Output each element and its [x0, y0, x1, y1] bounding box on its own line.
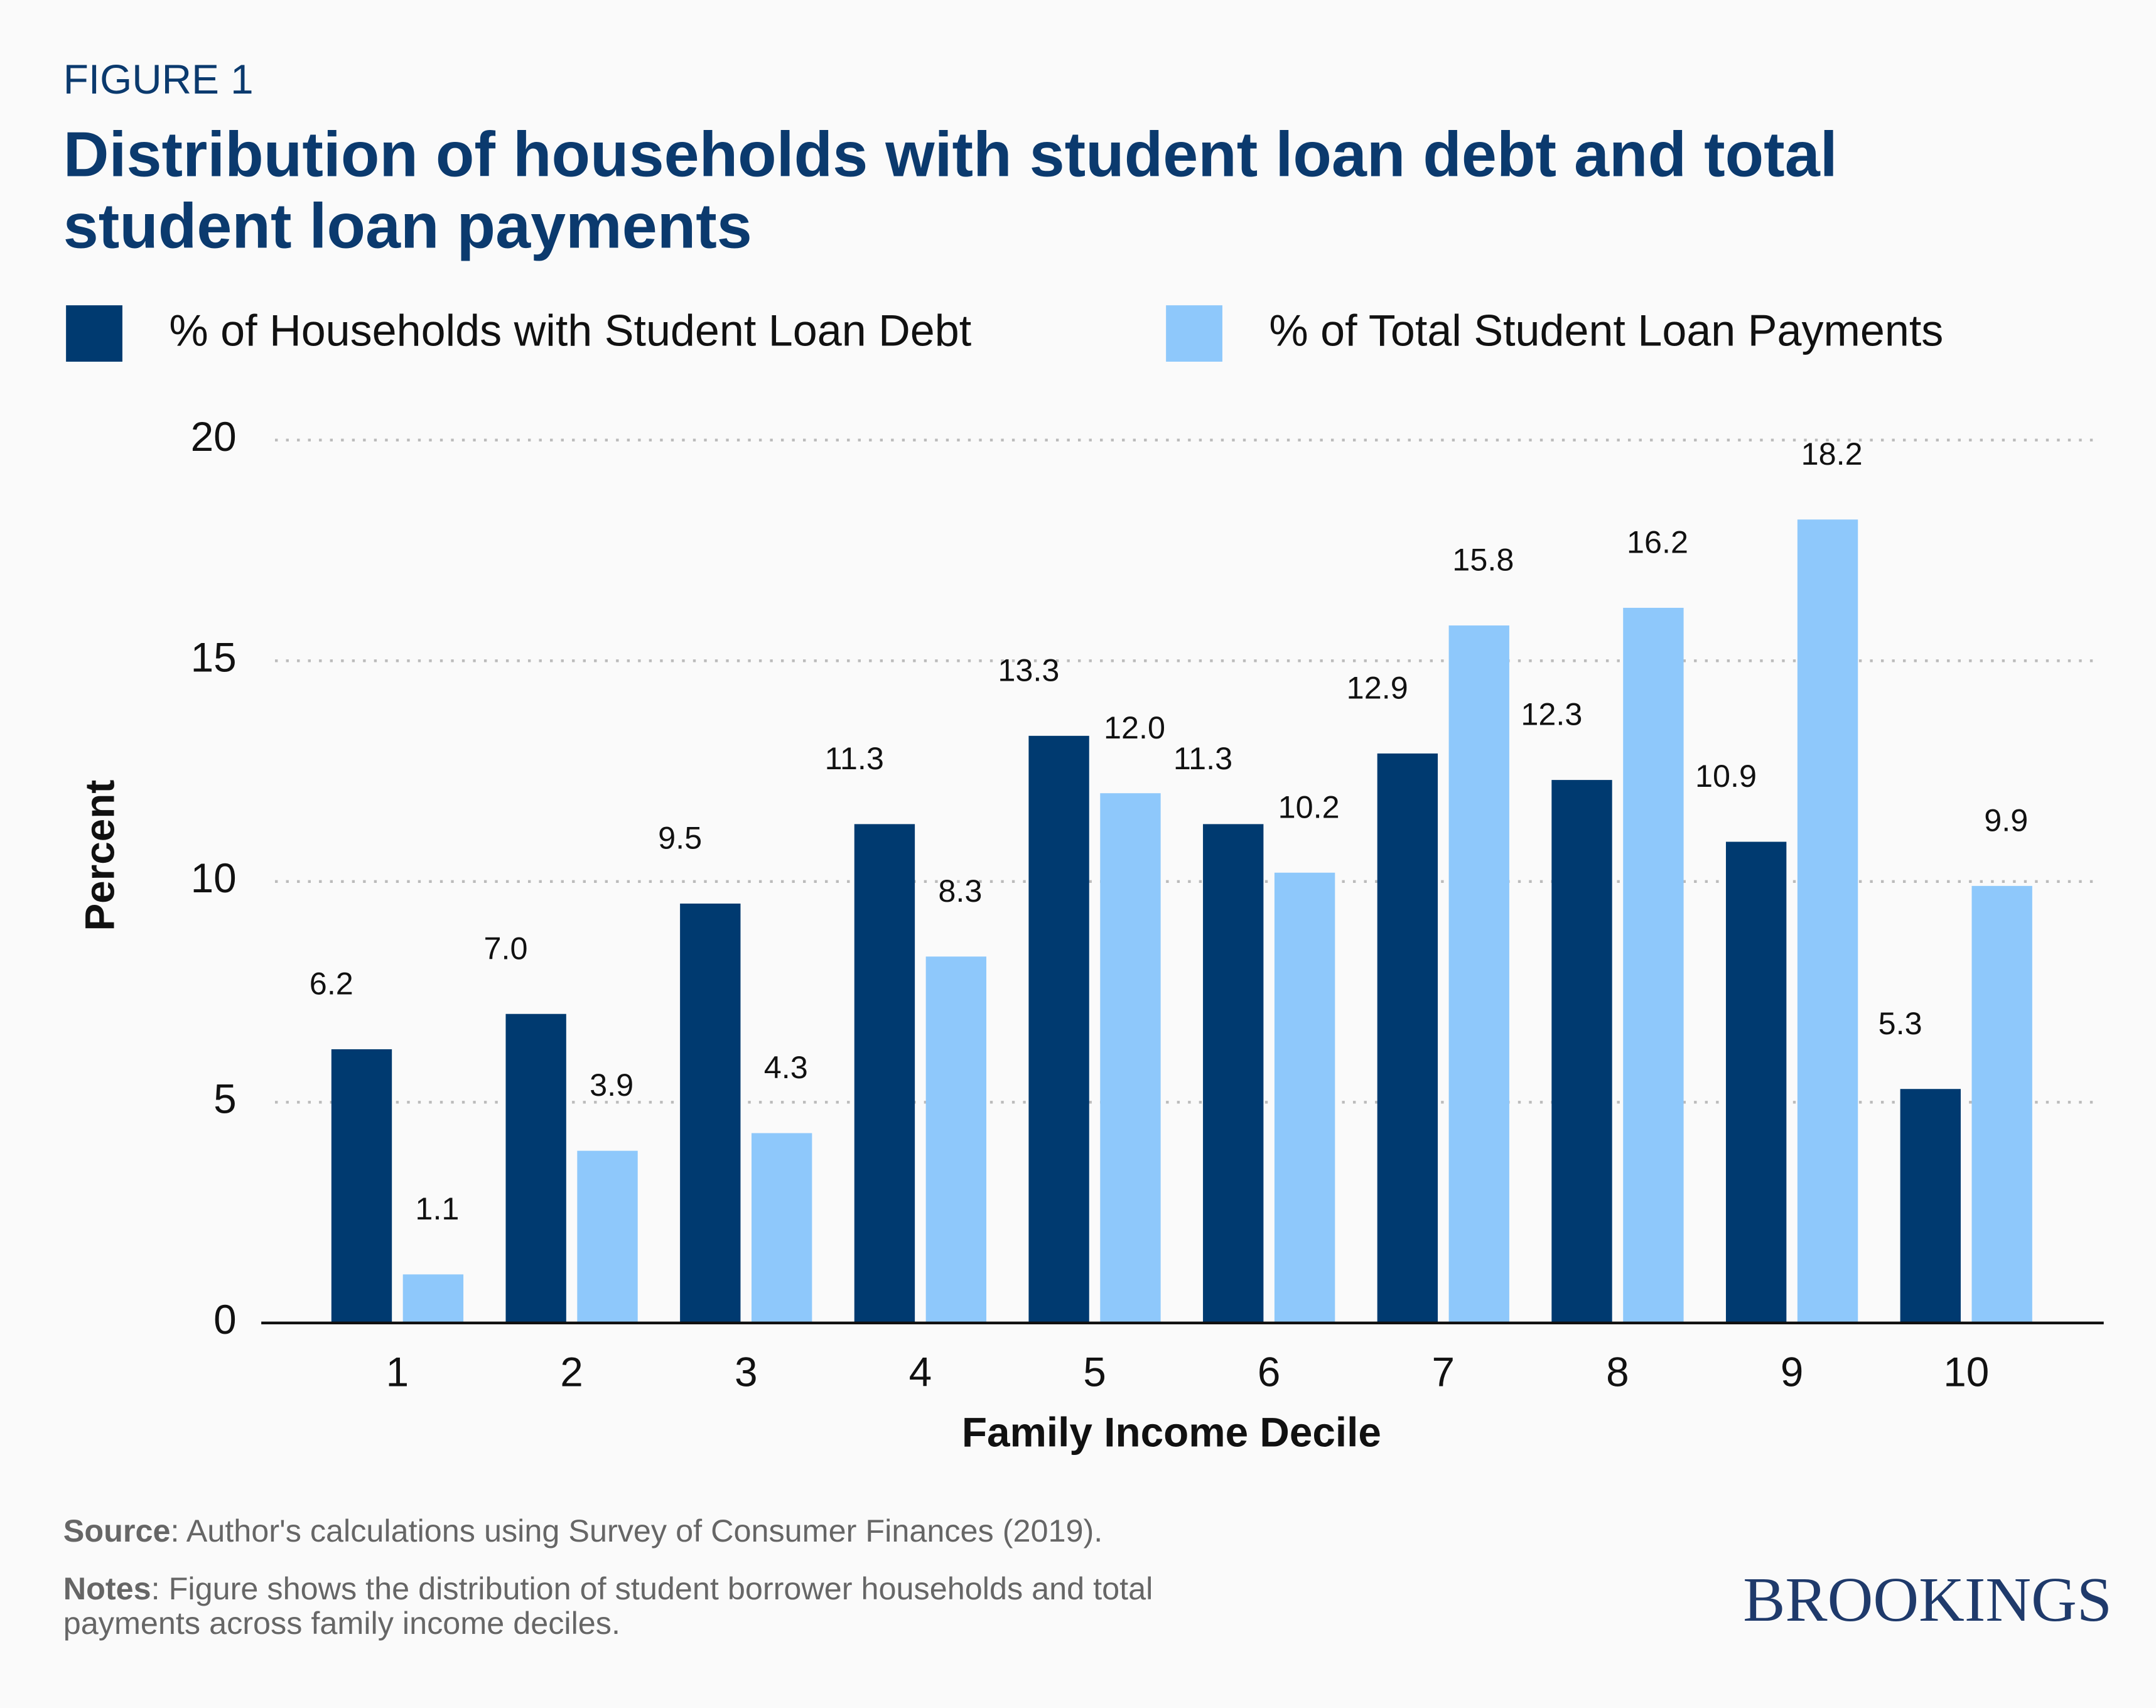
x-tick-label: 4 — [909, 1349, 932, 1395]
chart-title: student loan payments — [63, 192, 752, 262]
bar — [1971, 885, 2032, 1323]
bar — [1028, 735, 1089, 1323]
value-label: 10.2 — [1278, 789, 1340, 824]
notes-text: : Figure shows the distribution of stude… — [151, 1570, 1153, 1606]
value-label: 9.5 — [658, 820, 702, 856]
figure-label: FIGURE 1 — [63, 57, 254, 102]
x-tick-label: 5 — [1083, 1349, 1106, 1395]
y-tick-label: 0 — [213, 1297, 237, 1343]
y-tick-label: 15 — [191, 635, 237, 681]
bar — [854, 824, 915, 1323]
brand: BROOKINGS — [1743, 1564, 2112, 1635]
bar — [331, 1049, 392, 1323]
value-label: 10.9 — [1695, 758, 1757, 794]
value-label: 15.8 — [1452, 542, 1514, 578]
bar — [1100, 793, 1161, 1323]
legend-label: % of Total Student Loan Payments — [1269, 306, 1943, 355]
source-label: Source — [63, 1513, 171, 1549]
x-tick-label: 6 — [1258, 1349, 1281, 1395]
value-label: 4.3 — [764, 1049, 808, 1085]
bar — [1797, 519, 1858, 1323]
value-label: 7.0 — [483, 930, 527, 966]
y-tick-label: 20 — [191, 414, 237, 460]
value-label: 3.9 — [590, 1067, 633, 1103]
bar — [1551, 780, 1612, 1323]
x-tick-label: 2 — [560, 1349, 583, 1395]
x-tick-label: 7 — [1432, 1349, 1455, 1395]
notes-label: Notes — [63, 1570, 151, 1606]
bar — [1725, 841, 1787, 1323]
x-tick-label: 8 — [1606, 1349, 1629, 1395]
value-label: 11.3 — [825, 740, 884, 776]
x-tick-label: 3 — [735, 1349, 758, 1395]
bar — [1274, 872, 1335, 1323]
x-axis-label: Family Income Decile — [962, 1410, 1381, 1456]
y-tick-label: 10 — [191, 855, 237, 901]
y-tick-label: 5 — [213, 1076, 237, 1122]
value-label: 16.2 — [1627, 524, 1688, 560]
bar — [402, 1274, 464, 1323]
x-tick-label: 10 — [1943, 1349, 1989, 1395]
value-label: 9.9 — [1984, 802, 2028, 838]
bar — [751, 1133, 812, 1323]
notes-text: payments across family income deciles. — [63, 1605, 620, 1641]
y-axis-label: Percent — [77, 780, 123, 931]
value-label: 13.3 — [998, 652, 1059, 688]
x-tick-label: 9 — [1781, 1349, 1804, 1395]
value-label: 11.3 — [1173, 740, 1232, 776]
source-text: : Author's calculations using Survey of … — [171, 1513, 1103, 1549]
bar — [577, 1150, 638, 1323]
notes: Notes: Figure shows the distribution of … — [63, 1570, 1153, 1606]
legend-swatch — [66, 305, 122, 362]
value-label: 1.1 — [415, 1191, 459, 1226]
value-label: 6.2 — [310, 966, 353, 1002]
bar — [1448, 625, 1509, 1323]
bar — [1203, 824, 1264, 1323]
x-tick-label: 1 — [386, 1349, 409, 1395]
bar — [1377, 753, 1438, 1323]
bar — [680, 903, 741, 1323]
legend-swatch — [1166, 305, 1222, 362]
legend-label: % of Households with Student Loan Debt — [169, 306, 971, 355]
value-label: 12.3 — [1521, 696, 1582, 732]
chart-title: Distribution of households with student … — [63, 120, 1838, 190]
bar — [1900, 1089, 1961, 1323]
value-label: 12.0 — [1104, 710, 1165, 745]
bar — [1623, 607, 1684, 1323]
bar — [925, 956, 986, 1323]
source: Source: Author's calculations using Surv… — [63, 1513, 1103, 1549]
value-label: 12.9 — [1347, 670, 1408, 706]
value-label: 8.3 — [938, 873, 982, 909]
bar — [505, 1013, 566, 1323]
value-label: 5.3 — [1878, 1005, 1922, 1041]
value-label: 18.2 — [1801, 436, 1863, 472]
